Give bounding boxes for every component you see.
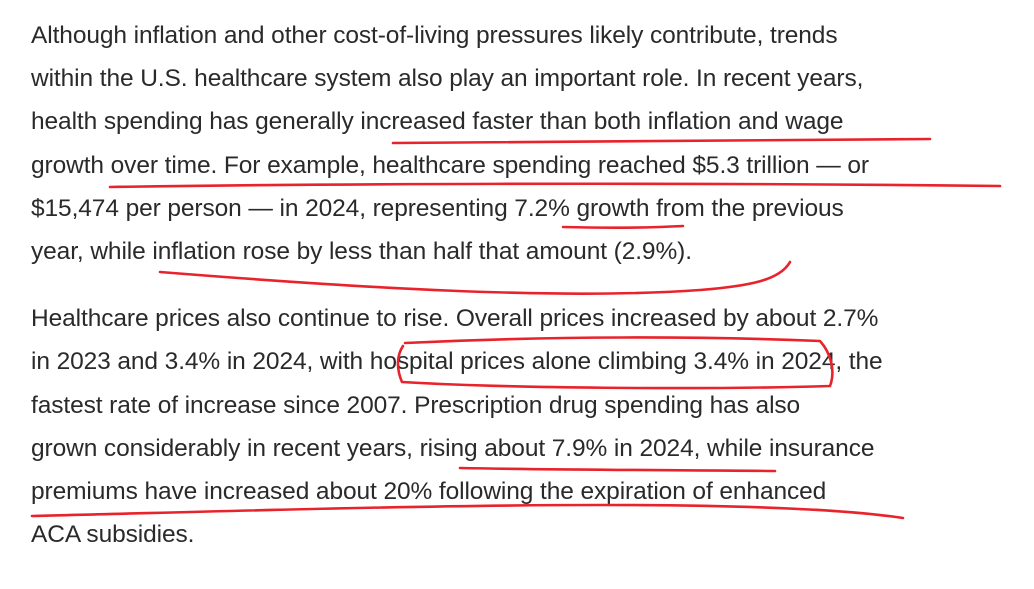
paragraph-line: growth over time. For example, healthcar… [31,152,869,179]
paragraph-line: fastest rate of increase since 2007. Pre… [31,392,801,419]
paragraph-line: premiums have increased about 20% follow… [31,478,827,505]
paragraph-line: Healthcare prices also continue to rise.… [31,305,879,332]
paragraph-line: ACA subsidies. [31,521,195,548]
paragraph-line: grown considerably in recent years, risi… [31,435,875,462]
paragraph-line: Although inflation and other cost-of-liv… [31,22,838,49]
paragraph-line: $15,474 per person — in 2024, representi… [31,195,844,222]
paragraph-line: within the U.S. healthcare system also p… [31,65,864,92]
paragraph-line: health spending has generally increased … [31,108,844,135]
paragraph-line: year, while inflation rose by less than … [31,238,692,265]
paragraph-line: in 2023 and 3.4% in 2024, with hospital … [31,348,883,375]
